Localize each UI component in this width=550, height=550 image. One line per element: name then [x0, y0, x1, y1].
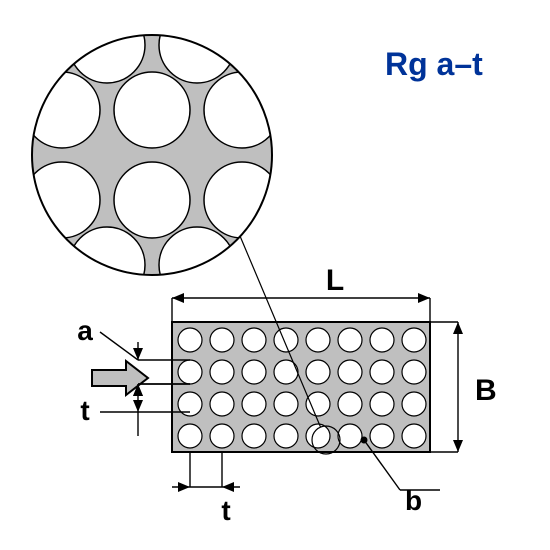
svg-text:Rg a–t: Rg a–t [385, 46, 483, 82]
svg-text:t: t [80, 395, 89, 426]
svg-text:a: a [77, 315, 93, 346]
detail-view [24, 7, 280, 303]
svg-text:t: t [221, 495, 230, 526]
svg-text:L: L [326, 264, 344, 297]
svg-text:B: B [475, 374, 497, 407]
perforated-plate [172, 322, 430, 452]
svg-text:b: b [405, 485, 422, 516]
